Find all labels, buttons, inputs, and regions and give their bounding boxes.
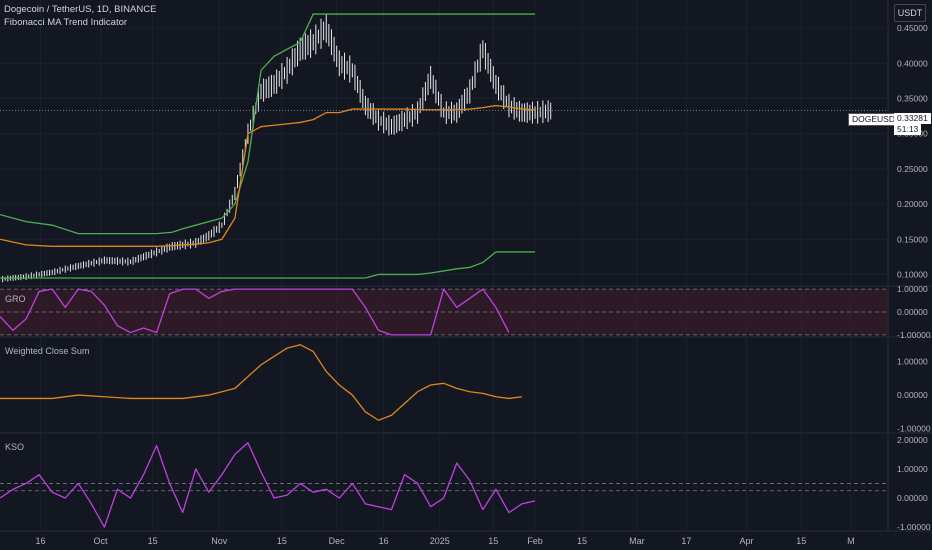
osc-axis-tick: -1.00000 <box>897 424 931 434</box>
time-axis-label: Nov <box>211 536 228 546</box>
wcs-pane-label: Weighted Close Sum <box>5 346 90 356</box>
weighted-close-sum-line <box>0 344 523 421</box>
kso-line <box>0 442 536 528</box>
price-axis-tick: 0.40000 <box>897 58 928 68</box>
osc-axis-tick: 2.00000 <box>897 435 928 445</box>
upper-trend-line <box>0 13 536 235</box>
time-axis-label: 15 <box>148 536 158 546</box>
time-axis-label: 16 <box>379 536 389 546</box>
osc-axis-tick: 0.00000 <box>897 493 928 503</box>
time-axis-label: M <box>847 536 855 546</box>
price-axis-tick: 0.45000 <box>897 23 928 33</box>
time-axis-label: 15 <box>277 536 287 546</box>
bar-countdown-tag: 51:13 <box>894 124 922 135</box>
indicator-title: Fibonacci MA Trend Indicator <box>4 17 128 28</box>
time-axis-label: 15 <box>577 536 587 546</box>
price-axis-tick: 0.15000 <box>897 234 928 244</box>
time-axis-label: 15 <box>488 536 498 546</box>
time-axis-label: 15 <box>796 536 806 546</box>
price-axis-tick: 0.35000 <box>897 94 928 104</box>
gro-line <box>0 288 510 336</box>
osc-axis-tick: 1.00000 <box>897 464 928 474</box>
kso-pane-label: KSO <box>5 442 25 452</box>
price-axis-tick: 0.10000 <box>897 269 928 279</box>
time-axis-label: Dec <box>329 536 346 546</box>
osc-axis-tick: -1.00000 <box>897 330 931 340</box>
time-axis-label: Oct <box>93 536 108 546</box>
time-axis-label: Feb <box>527 536 543 546</box>
osc-axis-tick: 1.00000 <box>897 284 928 294</box>
gro-pane-label: GRO <box>5 294 26 304</box>
currency-button[interactable]: USDT <box>894 4 926 22</box>
symbol-price-tag: DOGEUSDT <box>848 113 905 126</box>
time-axis-label: Apr <box>739 536 753 546</box>
osc-axis-tick: 1.00000 <box>897 357 928 367</box>
time-axis-label: 16 <box>35 536 45 546</box>
price-axis-tick: 0.20000 <box>897 199 928 209</box>
time-axis-label: 17 <box>681 536 691 546</box>
chart-title: Dogecoin / TetherUS, 1D, BINANCE <box>4 4 157 15</box>
time-axis-label: 2025 <box>430 536 450 546</box>
lower-trend-line <box>0 251 536 279</box>
osc-axis-tick: 0.00000 <box>897 390 928 400</box>
time-axis-label: Mar <box>629 536 645 546</box>
osc-axis-tick: 0.00000 <box>897 307 928 317</box>
osc-axis-tick: -1.00000 <box>897 522 931 532</box>
price-axis-tick: 0.25000 <box>897 164 928 174</box>
last-price-tag: 0.33281 <box>894 113 931 124</box>
fib-ma-line <box>0 104 536 247</box>
